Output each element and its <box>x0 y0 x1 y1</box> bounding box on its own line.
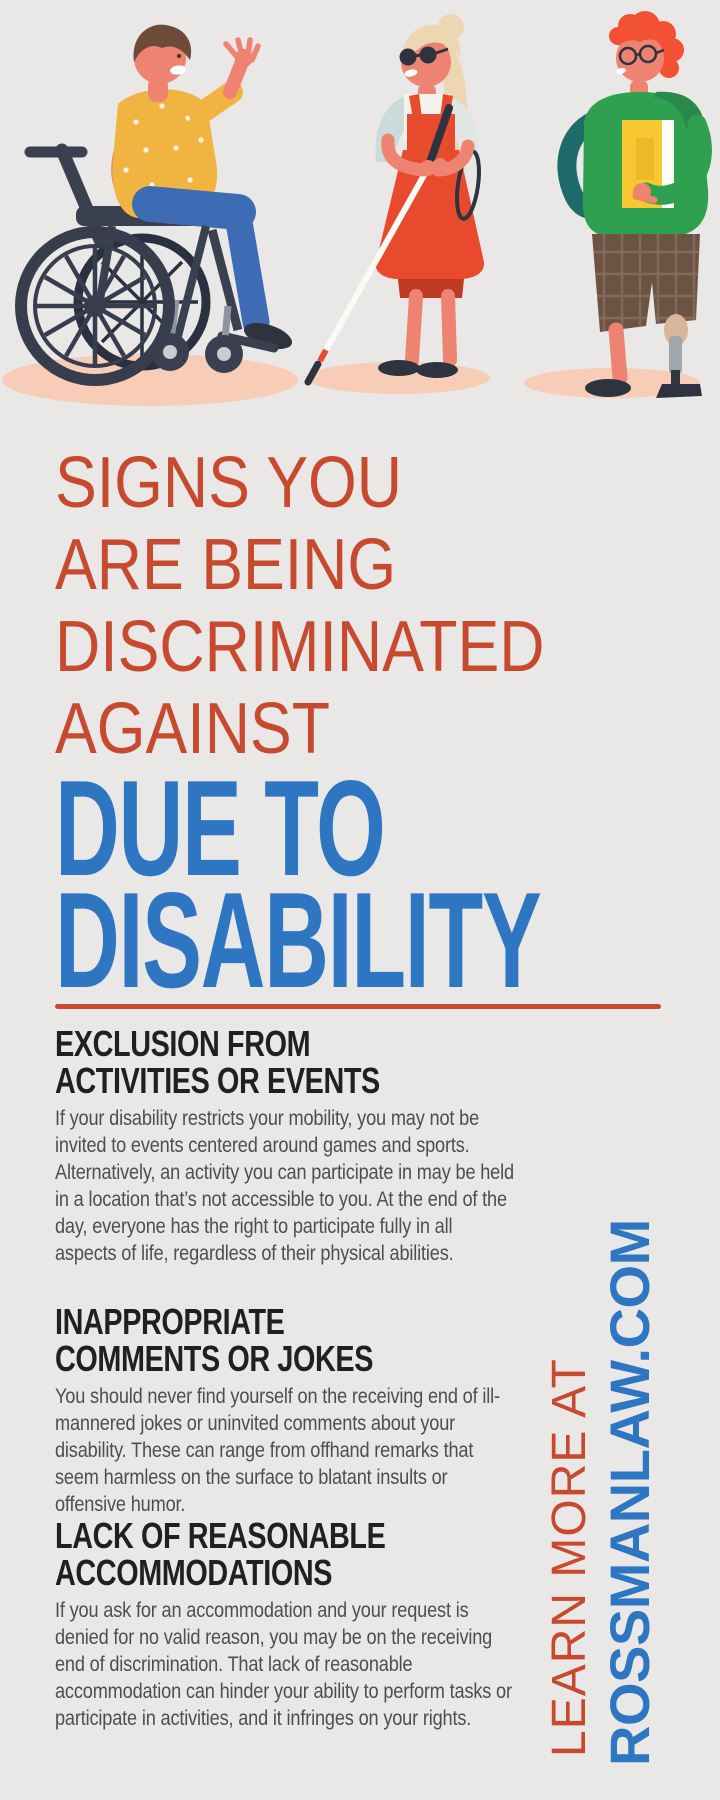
section-heading-line: ACTIVITIES OR EVENTS <box>55 1060 380 1101</box>
section-lack-of-accommodations: LACK OF REASONABLE ACCOMMODATIONS If you… <box>55 1517 615 1732</box>
disability-inclusion-illustration <box>2 11 712 406</box>
section-body: You should never find yourself on the re… <box>55 1384 500 1516</box>
title-line: ARE BEING <box>55 525 397 605</box>
divider-line <box>55 1004 661 1009</box>
section-heading-line: INAPPROPRIATE <box>55 1301 285 1342</box>
section-body: If you ask for an accommodation and your… <box>55 1598 512 1730</box>
man-in-wheelchair-illustration <box>15 24 293 386</box>
title-line: DISCRIMINATED <box>55 607 545 687</box>
section-exclusion-from-activities: EXCLUSION FROM ACTIVITIES OR EVENTS If y… <box>55 1025 615 1267</box>
poster-title: SIGNS YOU ARE BEING DISCRIMINATED AGAINS… <box>55 442 545 770</box>
section-heading-line: LACK OF REASONABLE <box>55 1515 386 1556</box>
section-heading-line: COMMENTS OR JOKES <box>55 1338 374 1379</box>
title-highlight-line: DUE TO <box>55 752 386 904</box>
section-heading: INAPPROPRIATE COMMENTS OR JOKES <box>55 1303 503 1377</box>
title-highlight-line: DISABILITY <box>55 864 542 1016</box>
website-url: ROSSMANLAW.COM <box>598 1219 661 1766</box>
section-heading-line: ACCOMMODATIONS <box>55 1552 333 1593</box>
person-with-prosthetic-leg-illustration <box>557 11 712 398</box>
title-line: AGAINST <box>55 689 330 769</box>
title-line: SIGNS YOU <box>55 443 402 523</box>
section-heading: EXCLUSION FROM ACTIVITIES OR EVENTS <box>55 1025 503 1099</box>
section-heading-line: EXCLUSION FROM <box>55 1023 311 1064</box>
section-heading: LACK OF REASONABLE ACCOMMODATIONS <box>55 1517 503 1591</box>
section-body: If your disability restricts your mobili… <box>55 1106 514 1265</box>
poster-title-highlight: DUE TO DISABILITY <box>55 752 542 1016</box>
learn-more-label: LEARN MORE AT <box>543 1358 596 1757</box>
section-inappropriate-comments: INAPPROPRIATE COMMENTS OR JOKES You shou… <box>55 1303 615 1518</box>
blind-woman-with-cane-illustration <box>304 14 485 386</box>
